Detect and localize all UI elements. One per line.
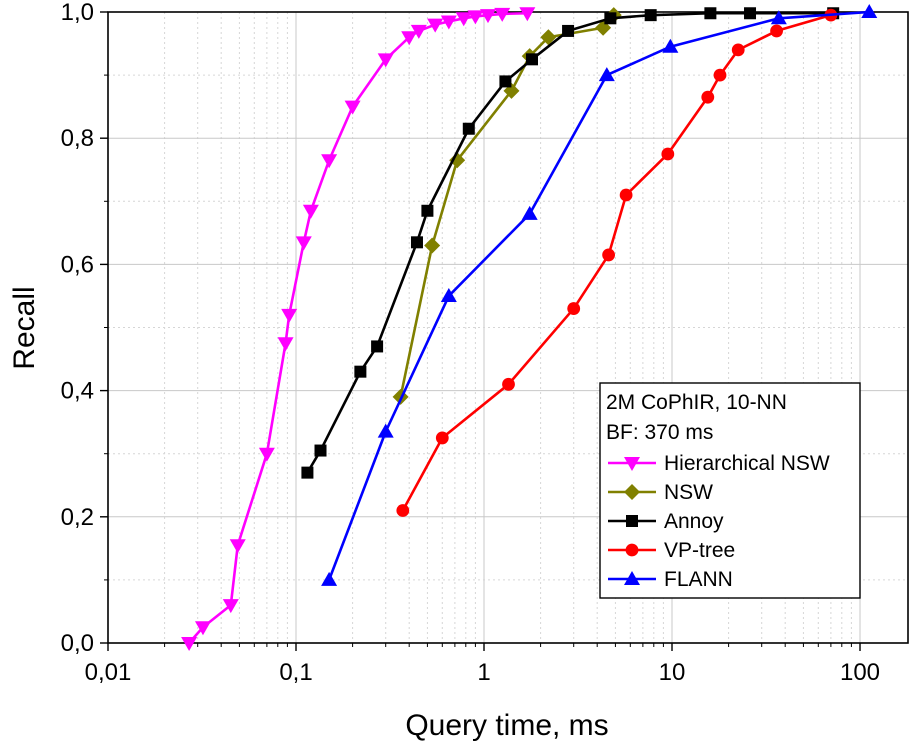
legend-swatch-marker bbox=[624, 484, 640, 500]
data-point-vp-tree bbox=[770, 24, 783, 38]
x-axis-title: Query time, ms bbox=[405, 709, 608, 742]
data-point-nsw bbox=[424, 237, 441, 254]
data-point-annoy bbox=[301, 466, 314, 479]
data-point-annoy bbox=[704, 7, 717, 20]
y-tick-label: 0,8 bbox=[61, 125, 94, 152]
data-point-vp-tree bbox=[435, 431, 449, 445]
data-point-annoy bbox=[354, 365, 367, 378]
legend-entry-annoy: Annoy bbox=[608, 510, 724, 533]
data-point-hierarchical-nsw bbox=[427, 18, 444, 33]
data-point-hierarchical-nsw bbox=[229, 539, 246, 554]
series-line-nsw bbox=[399, 14, 615, 398]
legend-swatch-marker bbox=[624, 457, 640, 471]
data-point-hierarchical-nsw bbox=[222, 599, 239, 614]
data-point-annoy bbox=[462, 122, 475, 135]
legend-entry-hierarchical-nsw: Hierarchical NSW bbox=[608, 452, 830, 475]
x-tick-label: 0,01 bbox=[85, 659, 132, 686]
legend-label: Annoy bbox=[664, 510, 724, 533]
data-point-annoy bbox=[421, 204, 434, 217]
y-axis-title: Recall bbox=[8, 286, 41, 369]
data-point-flann bbox=[770, 10, 787, 25]
data-point-annoy bbox=[410, 236, 423, 249]
data-point-vp-tree bbox=[502, 377, 515, 391]
y-tick-label: 0,2 bbox=[61, 504, 94, 531]
data-point-flann bbox=[377, 423, 394, 438]
data-point-annoy bbox=[744, 7, 757, 20]
legend-label: NSW bbox=[664, 481, 713, 504]
legend-label: VP-tree bbox=[664, 539, 735, 562]
series-annoy bbox=[301, 7, 840, 479]
x-tick-label: 10 bbox=[659, 659, 686, 686]
legend-label: FLANN bbox=[664, 568, 733, 591]
data-point-hierarchical-nsw bbox=[344, 100, 361, 115]
data-point-flann bbox=[662, 38, 679, 53]
data-point-vp-tree bbox=[396, 504, 410, 517]
y-tick-label: 1,0 bbox=[61, 0, 94, 26]
data-point-annoy bbox=[499, 75, 512, 88]
y-tick-label: 0,4 bbox=[61, 378, 94, 405]
data-point-hierarchical-nsw bbox=[181, 637, 198, 651]
data-point-hierarchical-nsw bbox=[401, 31, 418, 46]
legend-swatch-marker bbox=[625, 543, 639, 557]
data-point-hierarchical-nsw bbox=[455, 12, 472, 27]
data-point-hierarchical-nsw bbox=[194, 621, 211, 636]
legend-swatch-marker bbox=[626, 515, 638, 527]
x-tick-label: 0,1 bbox=[279, 659, 312, 686]
legend-entry-vp-tree: VP-tree bbox=[608, 539, 735, 562]
data-point-hierarchical-nsw bbox=[321, 154, 338, 169]
data-point-flann bbox=[521, 205, 538, 220]
data-point-flann bbox=[598, 67, 615, 82]
y-tick-label: 0,6 bbox=[61, 251, 94, 278]
data-point-vp-tree bbox=[602, 248, 616, 262]
series-flann bbox=[321, 4, 878, 586]
data-point-hierarchical-nsw bbox=[281, 308, 298, 323]
series-lines bbox=[181, 4, 878, 651]
data-point-hierarchical-nsw bbox=[295, 236, 312, 251]
data-point-annoy bbox=[644, 9, 657, 22]
y-tick-label: 0,0 bbox=[61, 630, 94, 657]
data-point-hierarchical-nsw bbox=[479, 9, 496, 24]
data-point-vp-tree bbox=[661, 147, 675, 161]
legend-box bbox=[599, 382, 861, 599]
x-tick-label: 100 bbox=[840, 659, 880, 686]
legend-title-line: BF: 370 ms bbox=[606, 421, 713, 444]
data-point-hierarchical-nsw bbox=[440, 15, 457, 30]
data-point-vp-tree bbox=[731, 43, 745, 57]
series-line-flann bbox=[327, 10, 870, 581]
legend-entry-nsw: NSW bbox=[608, 481, 713, 504]
data-point-nsw bbox=[449, 152, 466, 169]
axes: 0,01 0,1 1 10 100 0,0 0,2 0,4 0,6 0,8 1,0 bbox=[61, 0, 909, 686]
series-line-vp-tree bbox=[401, 13, 832, 512]
data-point-hierarchical-nsw bbox=[494, 7, 511, 22]
legend: 2M CoPhIR, 10-NN BF: 370 ms Hierarchical N… bbox=[599, 382, 861, 599]
data-point-vp-tree bbox=[701, 90, 715, 104]
data-point-vp-tree bbox=[567, 302, 581, 315]
data-point-annoy bbox=[525, 53, 538, 66]
data-point-hierarchical-nsw bbox=[519, 7, 536, 22]
data-point-vp-tree bbox=[619, 188, 633, 202]
legend-swatch-marker bbox=[624, 571, 640, 585]
data-point-vp-tree bbox=[713, 68, 727, 82]
data-point-hierarchical-nsw bbox=[377, 53, 394, 68]
data-point-flann bbox=[861, 4, 878, 18]
data-point-flann bbox=[440, 287, 457, 302]
data-point-hierarchical-nsw bbox=[302, 204, 319, 219]
legend-entry-flann: FLANN bbox=[608, 568, 733, 591]
legend-label: Hierarchical NSW bbox=[664, 452, 830, 475]
data-point-flann bbox=[321, 571, 338, 586]
legend-title-line: 2M CoPhIR, 10-NN bbox=[606, 391, 787, 414]
series-hierarchical-nsw bbox=[181, 7, 536, 651]
data-point-nsw bbox=[540, 29, 557, 46]
data-point-hierarchical-nsw bbox=[258, 447, 275, 462]
data-point-annoy bbox=[314, 444, 327, 457]
data-point-annoy bbox=[371, 340, 384, 353]
data-point-annoy bbox=[604, 12, 617, 25]
data-point-hierarchical-nsw bbox=[467, 10, 484, 25]
x-tick-label: 1 bbox=[477, 659, 490, 686]
data-point-annoy bbox=[562, 24, 575, 37]
data-point-hierarchical-nsw bbox=[277, 337, 294, 352]
data-point-hierarchical-nsw bbox=[410, 24, 427, 39]
